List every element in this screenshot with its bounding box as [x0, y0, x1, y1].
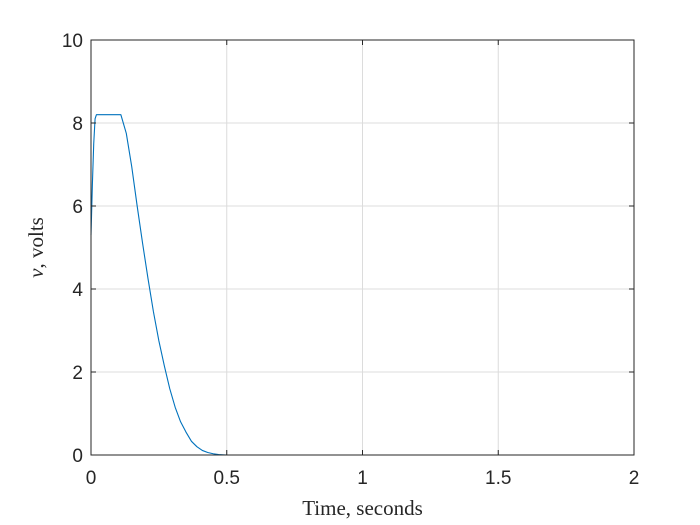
- x-tick-labels: 0 0.5 1 1.5 2: [86, 468, 640, 489]
- y-tick-label: 6: [72, 197, 83, 218]
- x-tick-label: 2: [629, 468, 640, 489]
- x-tick-label: 0.5: [214, 468, 240, 489]
- x-tick-label: 1: [357, 468, 368, 489]
- grid-lines: [91, 40, 634, 455]
- x-axis-label: Time, seconds: [302, 496, 423, 520]
- y-axis-symbol: v: [24, 268, 48, 278]
- x-tick-label: 0: [86, 468, 97, 489]
- y-tick-label: 8: [72, 114, 83, 135]
- y-tick-label: 10: [62, 31, 83, 52]
- y-axis-label: v, volts: [24, 217, 48, 278]
- y-axis-unit: , volts: [24, 217, 48, 268]
- y-tick-labels: 0 2 4 6 8 10: [62, 31, 84, 467]
- tick-marks: [90, 39, 635, 456]
- x-tick-label: 1.5: [485, 468, 511, 489]
- y-tick-label: 4: [72, 280, 83, 301]
- y-tick-label: 2: [72, 363, 83, 384]
- y-tick-label: 0: [72, 446, 83, 467]
